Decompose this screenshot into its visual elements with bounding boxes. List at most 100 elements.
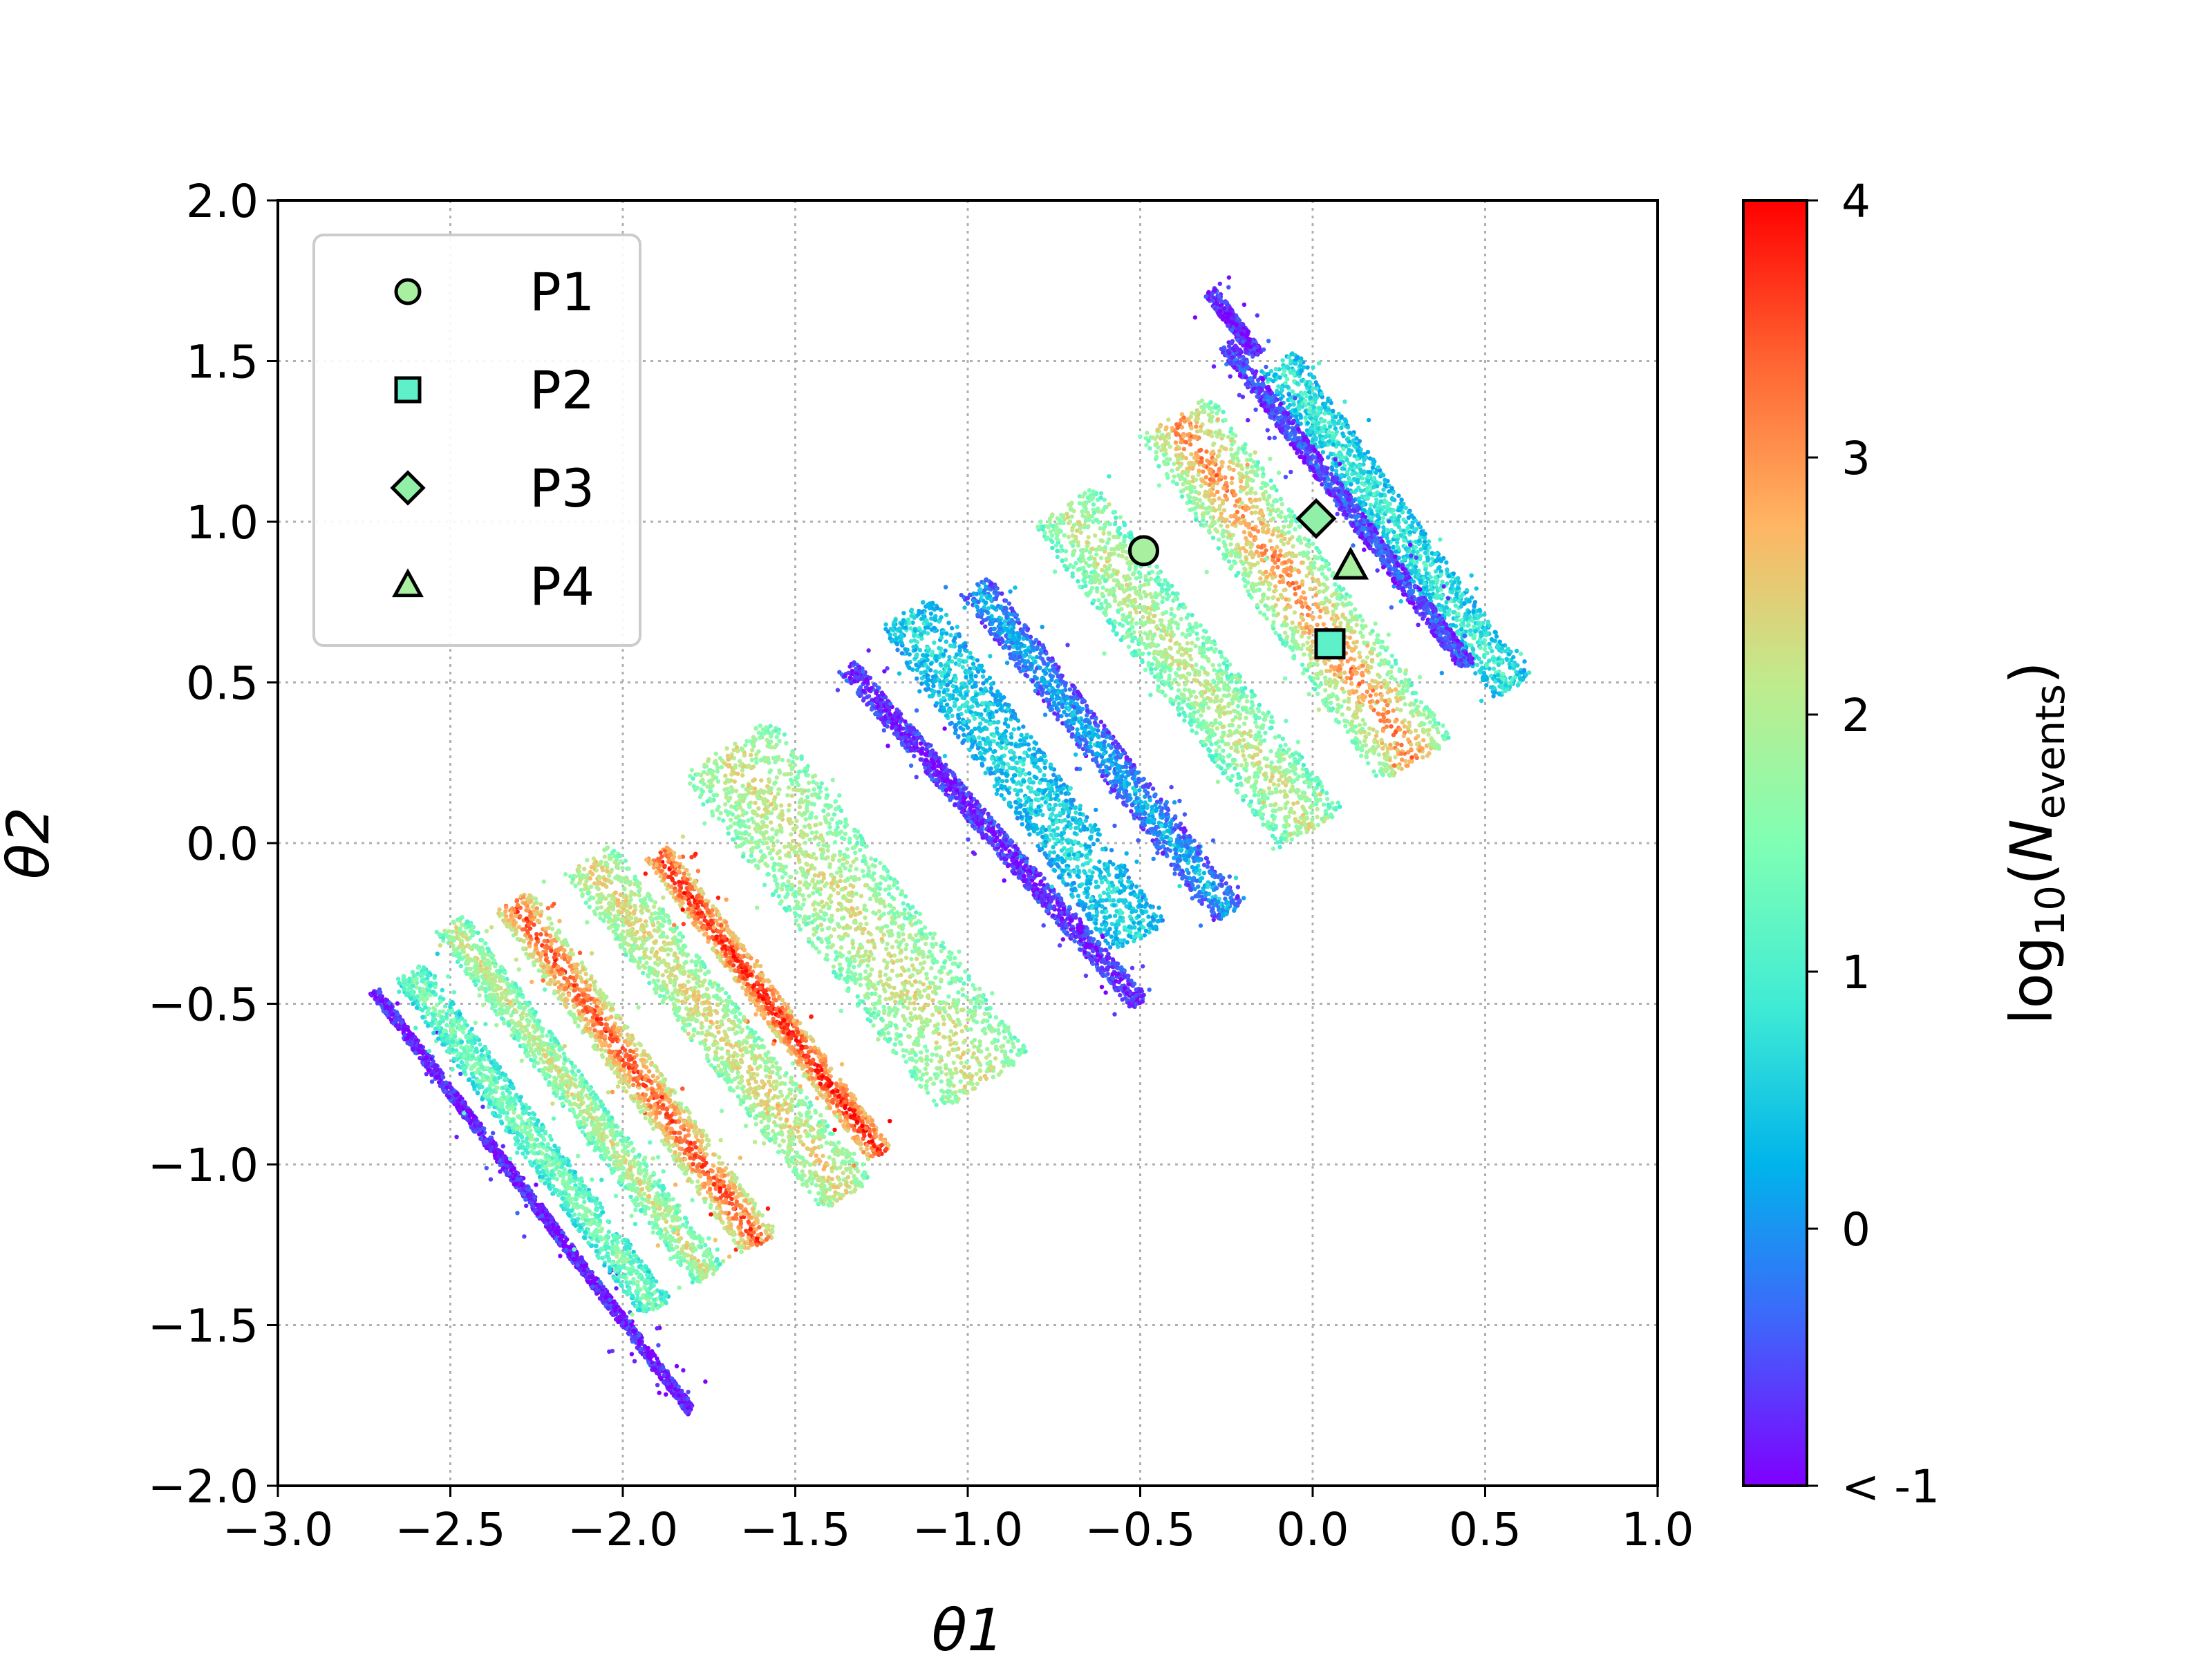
data-point [561, 1095, 565, 1099]
data-point [543, 988, 547, 992]
data-point [572, 1096, 576, 1100]
data-point [515, 999, 519, 1003]
data-point [524, 1027, 528, 1031]
data-point [416, 965, 420, 970]
data-point [682, 1258, 686, 1263]
data-point [607, 1258, 611, 1263]
data-point [450, 1067, 454, 1071]
data-point [467, 924, 471, 928]
data-point [615, 1142, 619, 1146]
data-point [521, 1043, 525, 1047]
data-point [703, 1275, 707, 1279]
data-point [458, 952, 462, 956]
data-point [589, 1137, 593, 1142]
data-point [566, 1074, 570, 1078]
data-point [677, 1393, 681, 1397]
data-point [424, 1056, 429, 1060]
data-point [558, 1055, 562, 1059]
data-point [609, 1132, 613, 1136]
data-point [482, 971, 486, 975]
data-point [584, 1215, 588, 1219]
data-point [452, 1099, 456, 1104]
data-point [643, 1281, 647, 1285]
data-point [440, 988, 444, 992]
data-point [555, 1089, 559, 1093]
data-point [587, 1088, 591, 1092]
data-point [685, 1220, 689, 1225]
data-point [576, 1263, 580, 1267]
data-point [517, 1125, 521, 1129]
data-point [669, 1243, 673, 1247]
data-point [479, 1136, 483, 1140]
data-point [629, 1214, 633, 1218]
data-point [513, 1123, 517, 1127]
data-point [413, 1026, 418, 1030]
data-point [560, 1234, 564, 1238]
data-point [650, 1278, 655, 1283]
data-point [527, 1131, 531, 1135]
data-point [691, 1276, 695, 1281]
data-point [428, 983, 432, 988]
data-point [553, 1054, 557, 1058]
data-point [583, 1230, 588, 1234]
data-point [444, 1023, 449, 1027]
data-point [552, 1116, 556, 1120]
data-point [434, 1020, 438, 1024]
data-point [550, 1169, 554, 1173]
data-point [677, 1385, 681, 1389]
data-point [635, 1304, 639, 1308]
data-point [660, 1211, 664, 1216]
data-point [451, 951, 456, 955]
data-point [561, 1244, 565, 1248]
data-point [443, 1004, 447, 1008]
data-point [472, 979, 476, 983]
data-point [711, 1267, 715, 1271]
data-point [581, 1184, 585, 1188]
data-point [566, 1079, 570, 1083]
data-point [407, 983, 411, 988]
data-point [480, 1097, 484, 1101]
data-point [500, 1016, 504, 1020]
data-point [650, 1221, 655, 1225]
data-point [633, 1222, 637, 1226]
data-point [617, 1154, 621, 1158]
data-point [524, 1048, 528, 1052]
data-point [491, 954, 495, 958]
data-point [537, 1035, 541, 1039]
data-point [631, 1147, 635, 1151]
data-point [572, 1102, 577, 1106]
data-point [480, 955, 485, 959]
data-point [650, 1366, 655, 1370]
data-point [616, 1235, 620, 1239]
data-point [643, 1208, 647, 1212]
data-point [649, 1283, 653, 1287]
data-point [425, 976, 429, 981]
data-point [537, 1019, 541, 1023]
data-point [480, 1105, 485, 1109]
data-point [486, 1094, 490, 1098]
data-point [626, 1249, 630, 1254]
data-point [541, 1205, 545, 1209]
data-point [402, 975, 406, 979]
data-point [467, 1108, 471, 1113]
data-point [489, 1138, 493, 1142]
data-point [544, 1164, 548, 1169]
data-point [710, 1255, 714, 1259]
data-point [613, 1309, 617, 1313]
data-point [645, 1273, 649, 1277]
data-point [606, 1219, 610, 1223]
data-point [613, 1124, 617, 1129]
data-point [493, 964, 497, 968]
data-point [634, 1259, 638, 1263]
data-point [513, 982, 517, 986]
data-point [655, 1326, 659, 1330]
data-point [491, 1111, 495, 1115]
data-point [594, 1222, 599, 1226]
data-point [502, 979, 506, 983]
data-point [458, 916, 462, 920]
data-point [495, 1086, 499, 1090]
data-point [532, 1024, 536, 1028]
data-point [640, 1197, 644, 1201]
data-point [713, 1238, 718, 1242]
data-point [551, 1184, 555, 1188]
